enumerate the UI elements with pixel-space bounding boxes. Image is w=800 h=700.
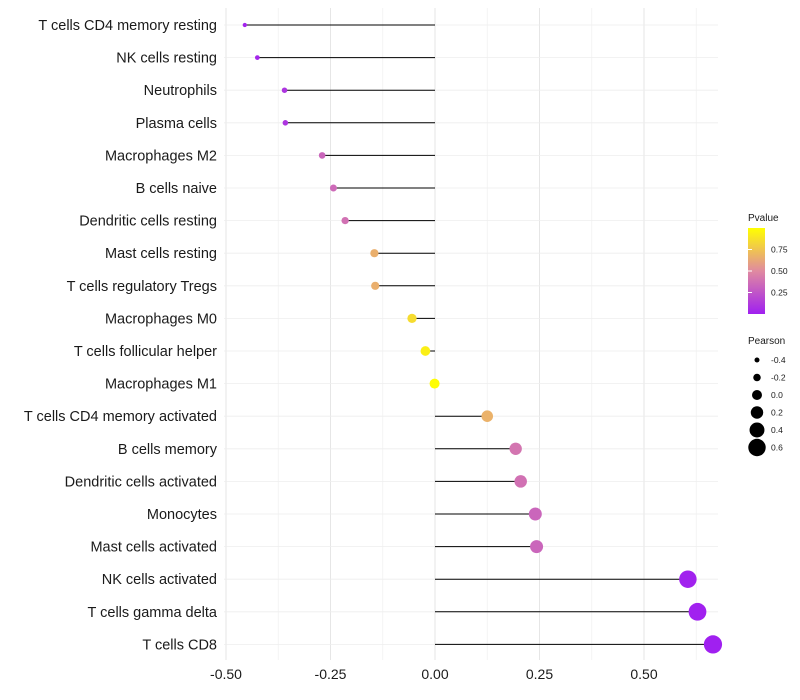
pearson-legend-label: -0.4 (771, 355, 786, 365)
pvalue-colorbar (748, 228, 765, 314)
pearson-legend-dot (749, 422, 765, 438)
lollipop-point (282, 120, 289, 126)
category-label: Monocytes (147, 507, 217, 523)
category-label: Dendritic cells activated (65, 474, 217, 490)
category-label: B cells memory (118, 442, 218, 458)
pearson-legend-title: Pearson (748, 336, 785, 347)
lollipop-point (703, 635, 723, 654)
x-tick-label: -0.25 (315, 666, 347, 682)
pvalue-legend-title: Pvalue (748, 213, 779, 224)
x-tick-label: 0.00 (421, 666, 448, 682)
lollipop-point (281, 87, 288, 93)
category-labels: T cells CD4 memory resting NK cells resti… (24, 18, 218, 653)
lollipop-point (370, 249, 379, 258)
x-tick-label: -0.50 (210, 666, 242, 682)
points (242, 22, 723, 654)
pvalue-legend-label: 0.75 (771, 245, 788, 255)
category-label: Mast cells resting (105, 246, 217, 262)
pearson-legend-dot (748, 438, 766, 457)
stems (244, 24, 713, 645)
pearson-legend-label: 0.6 (771, 443, 783, 453)
lollipop-point (679, 570, 697, 588)
category-label: Macrophages M0 (105, 311, 217, 327)
category-label: NK cells activated (102, 572, 217, 588)
category-label: T cells regulatory Tregs (67, 279, 217, 295)
lollipop-point (509, 442, 522, 455)
grid (224, 8, 718, 660)
lollipop-point (341, 216, 349, 225)
pearson-legend-dot (754, 357, 760, 363)
category-label: Plasma cells (136, 116, 217, 132)
category-label: B cells naive (136, 181, 217, 197)
category-label: NK cells resting (116, 51, 217, 67)
lollipop-point (530, 540, 544, 554)
lollipop-point (329, 184, 337, 192)
pvalue-legend: Pvalue 0.75 0.50 0.25 (748, 213, 788, 314)
pearson-legend: Pearson -0.4 -0.2 0.0 0.2 0.4 0.6 (748, 336, 786, 457)
pvalue-legend-label: 0.50 (771, 266, 788, 276)
lollipop-point (429, 378, 440, 389)
pearson-legend-label: -0.2 (771, 373, 786, 383)
lollipop-point (318, 152, 326, 159)
pearson-legend-dot (750, 406, 764, 419)
lollipop-point (420, 346, 431, 356)
lollipop-point (371, 281, 380, 290)
category-label: Dendritic cells resting (79, 214, 217, 230)
x-tick-label: 0.25 (526, 666, 553, 682)
lollipop-point (528, 507, 542, 521)
lollipop-point (481, 410, 494, 422)
pearson-legend-label: 0.0 (771, 390, 783, 400)
category-label: Mast cells activated (90, 540, 217, 556)
lollipop-point (688, 602, 707, 621)
category-label: T cells CD8 (142, 637, 217, 653)
category-label: T cells CD4 memory activated (24, 409, 217, 425)
category-label: T cells gamma delta (88, 605, 218, 621)
pearson-legend-dot (753, 373, 761, 382)
pearson-legend-label: 0.4 (771, 425, 783, 435)
pearson-legend-dot (752, 390, 762, 400)
pearson-legend-label: 0.2 (771, 408, 783, 418)
lollipop-point (407, 313, 417, 324)
category-label: Neutrophils (144, 83, 217, 99)
category-label: Macrophages M1 (105, 377, 217, 393)
pvalue-legend-label: 0.25 (771, 288, 788, 298)
x-tick-label: 0.50 (630, 666, 657, 682)
category-label: T cells CD4 memory resting (38, 18, 217, 34)
lollipop-point (514, 475, 527, 488)
lollipop-point (254, 55, 260, 60)
category-label: Macrophages M2 (105, 148, 217, 164)
lollipop-point (242, 22, 247, 28)
x-axis-ticks: -0.50 -0.25 0.00 0.25 0.50 (210, 666, 658, 682)
category-label: T cells follicular helper (74, 344, 217, 360)
